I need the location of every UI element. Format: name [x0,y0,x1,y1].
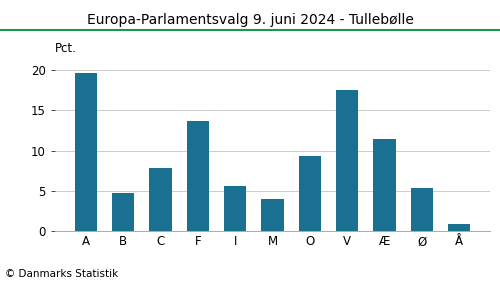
Bar [112,193,134,231]
Bar [336,90,358,231]
Bar [448,224,470,231]
Bar [186,121,209,231]
Bar [75,72,97,231]
Bar [298,155,321,231]
Text: Europa-Parlamentsvalg 9. juni 2024 - Tullebølle: Europa-Parlamentsvalg 9. juni 2024 - Tul… [86,13,413,27]
Bar [373,138,396,231]
Bar [150,168,172,231]
Bar [224,186,246,231]
Text: Pct.: Pct. [55,42,77,55]
Bar [262,199,283,231]
Text: © Danmarks Statistik: © Danmarks Statistik [5,269,118,279]
Bar [410,188,433,231]
